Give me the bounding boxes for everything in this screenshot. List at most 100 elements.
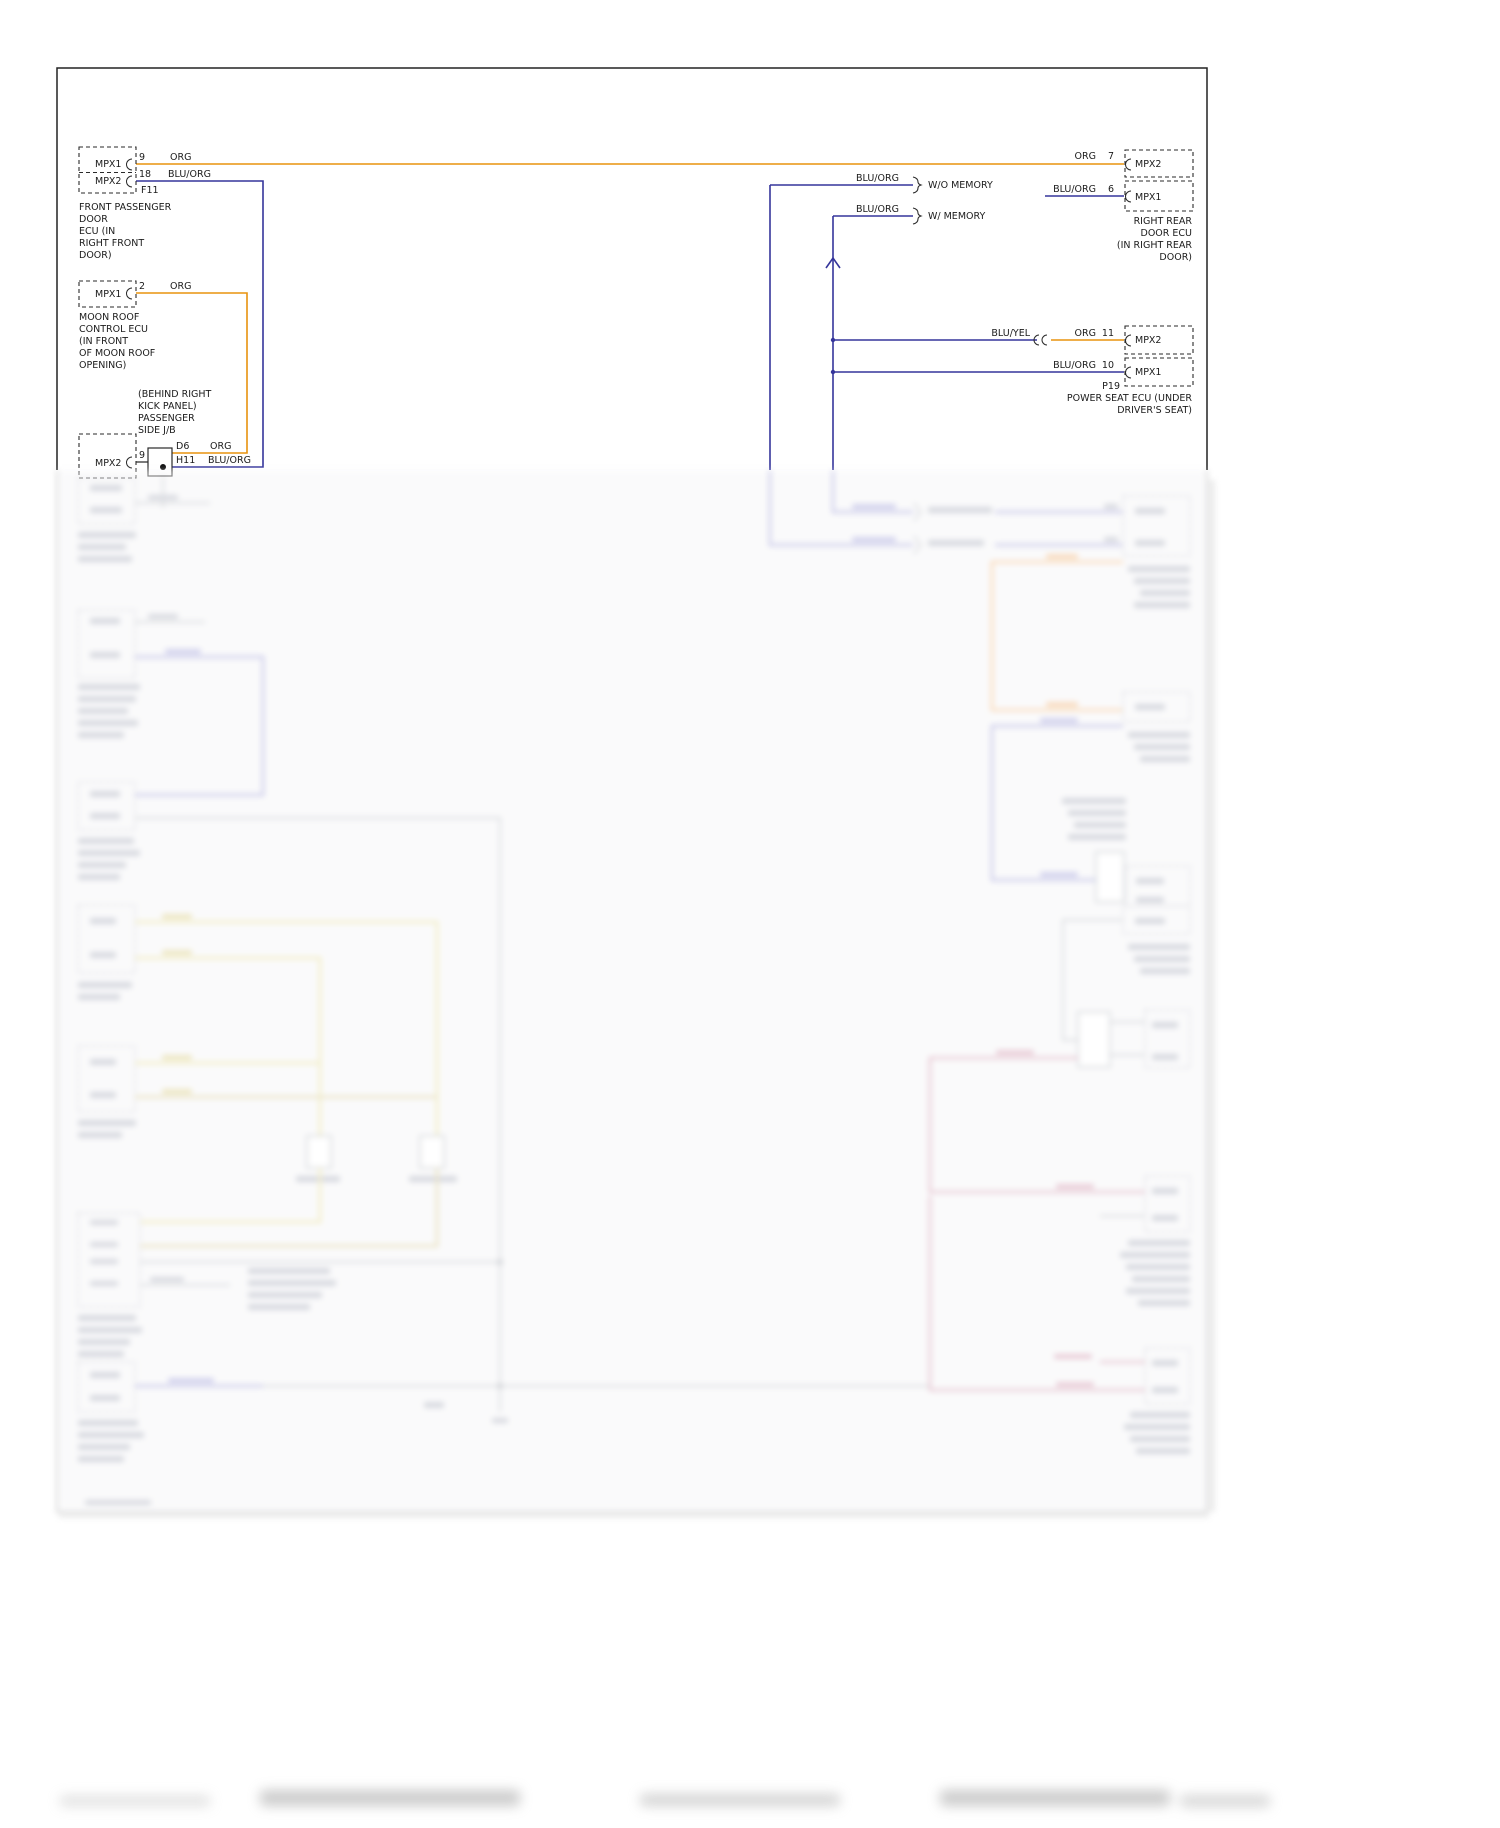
ghost-junction-box	[1095, 851, 1125, 903]
ghost-wire-gray-long	[135, 817, 501, 1386]
wire-color-label: BLU/ORG	[856, 173, 899, 184]
ghost-text-bar	[248, 1304, 310, 1310]
page-border-bottom	[56, 470, 1208, 1513]
pin-number: 9	[139, 450, 145, 461]
pin-bracket-icon	[126, 456, 133, 469]
ghost-wire-label	[1046, 702, 1078, 707]
connector-box-right-rear-mpx2	[1124, 149, 1194, 178]
ghost-text-bar	[1134, 578, 1190, 584]
ghost-wire-label	[1040, 718, 1078, 723]
ghost-connector-box	[77, 609, 136, 679]
ghost-text-bar	[90, 618, 120, 624]
ecu-name-line: FRONT PASSENGER	[79, 202, 172, 213]
ghost-text-bar	[1062, 798, 1126, 804]
ghost-junction-box	[1077, 1011, 1111, 1068]
terminal-id: H11	[176, 455, 195, 466]
wire-color-label: BLU/YEL	[991, 328, 1030, 339]
ghost-text-bar	[1152, 1022, 1178, 1028]
wire-color-label: ORG	[170, 281, 191, 292]
ghost-text-bar	[1104, 537, 1118, 542]
ghost-text-bar	[248, 1292, 322, 1298]
ghost-connector-box	[77, 904, 136, 974]
connector-box-moonroof	[78, 280, 137, 308]
ghost-wire-label	[1046, 554, 1078, 559]
ghost-text-bar	[148, 495, 178, 500]
ecu-name-line: (IN RIGHT REAR	[1117, 240, 1192, 251]
wire-color-label: BLU/ORG	[1053, 184, 1096, 195]
ghost-text-bar	[78, 532, 136, 538]
jb-note-line: (BEHIND RIGHT	[138, 389, 212, 400]
ghost-wire-label	[852, 504, 896, 509]
ghost-wire-label	[162, 950, 192, 955]
ecu-name-line: OF MOON ROOF	[79, 348, 155, 359]
ghost-text-bar	[1130, 1412, 1190, 1418]
pin-label: MPX1	[1135, 367, 1161, 378]
ghost-text-bar	[90, 1395, 120, 1401]
blurred-bottom-strip	[60, 1790, 1270, 1807]
ghost-connector-box	[77, 477, 136, 525]
option-condition-label: W/O MEMORY	[928, 180, 993, 191]
wire-crossover-chevron	[825, 256, 841, 269]
ghost-text-bar	[1134, 602, 1190, 608]
pin-bracket-icon	[1125, 158, 1132, 171]
ghost-wire-purple	[768, 470, 913, 547]
ghost-text-bar	[78, 1315, 136, 1321]
ghost-wire-label	[162, 914, 192, 919]
junction-dot	[830, 369, 836, 375]
ghost-junction-box	[306, 1135, 332, 1169]
jb-note-line: KICK PANEL)	[138, 401, 197, 412]
option-condition-label: W/ MEMORY	[928, 211, 985, 222]
ghost-text-bar	[1135, 704, 1165, 710]
ghost-text-bar	[1126, 1288, 1190, 1294]
ghost-text-bar	[78, 732, 124, 738]
ghost-text-bar	[90, 1281, 118, 1286]
pin-label: MPX1	[95, 289, 121, 300]
ghost-text-bar	[150, 1277, 184, 1282]
page-shadow-right	[1209, 480, 1215, 1512]
ghost-text-bar	[1140, 756, 1190, 762]
ghost-wire-pink	[928, 1196, 1145, 1392]
ghost-connector-box	[1125, 865, 1191, 907]
ghost-text-bar	[1136, 878, 1164, 884]
ecu-name-line: ECU (IN	[79, 226, 115, 237]
ghost-wire-blue-loop	[135, 655, 265, 797]
ghost-text-bar	[90, 791, 120, 797]
pin-bracket-icon	[126, 158, 133, 171]
wire-color-label: ORG	[210, 441, 231, 452]
ecu-name-line: RIGHT REAR	[1134, 216, 1193, 227]
ghost-text-bar	[78, 1444, 130, 1450]
junction-dot	[830, 337, 836, 343]
page-shadow-bottom	[59, 1514, 1209, 1518]
option-brace	[912, 207, 923, 225]
jb-note-line: PASSENGER	[138, 413, 195, 424]
wire-color-label: BLU/ORG	[1053, 360, 1096, 371]
ghost-wire-purple	[990, 724, 1123, 882]
ghost-text-bar	[1152, 1054, 1178, 1060]
ghost-option-brace	[912, 503, 923, 521]
ghost-text-bar	[78, 556, 132, 562]
ghost-text-bar	[1068, 810, 1126, 816]
ghost-text-bar	[90, 952, 116, 958]
ghost-wire-label	[852, 537, 896, 542]
ghost-wire-label	[996, 1050, 1034, 1055]
terminal-id: D6	[176, 441, 189, 452]
ghost-text-bar	[78, 838, 134, 844]
pin-number: 7	[1108, 151, 1114, 162]
ecu-name-line: OPENING)	[79, 360, 126, 371]
pin-bracket-icon	[1125, 366, 1132, 379]
ecu-name-line: DRIVER'S SEAT)	[1117, 405, 1192, 416]
ghost-text-bar	[85, 1500, 151, 1505]
ghost-text-bar	[248, 1280, 336, 1286]
ghost-strip	[940, 1790, 1170, 1806]
pin-bracket-icon	[126, 175, 133, 188]
pin-number: 11	[1102, 328, 1114, 339]
ecu-name-line: (IN FRONT	[79, 336, 128, 347]
pin-number: 2	[139, 281, 145, 292]
ghost-text-bar	[148, 614, 178, 619]
ghost-text-bar	[78, 720, 138, 726]
ghost-text-bar	[78, 874, 120, 880]
pin-bracket-icon	[1125, 190, 1132, 203]
ecu-name-line: DOOR)	[79, 250, 112, 261]
connector-box-powerseat-mpx1	[1124, 357, 1194, 387]
